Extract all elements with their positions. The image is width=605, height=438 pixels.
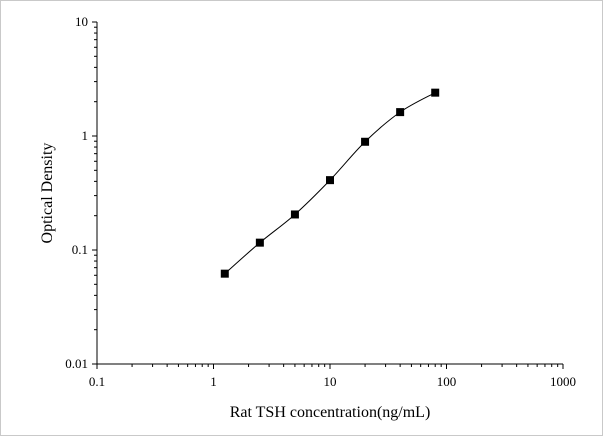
data-point-marker (396, 108, 405, 117)
data-point-marker (326, 176, 334, 185)
y-tick-label: 0.01 (65, 356, 88, 371)
y-tick-label: 1 (82, 128, 89, 143)
series (220, 88, 440, 278)
x-tick-label: 100 (437, 374, 457, 389)
y-tick-label: 10 (75, 14, 88, 29)
data-point-marker (255, 238, 264, 247)
data-point-marker (431, 88, 440, 97)
x-tick-label: 0.1 (89, 374, 105, 389)
x-tick-label: 1 (210, 374, 217, 389)
x-axis-title: Rat TSH concentration(ng/mL) (230, 404, 431, 421)
data-point-marker (220, 269, 229, 278)
x-tick-label: 10 (324, 374, 337, 389)
data-point-marker (361, 137, 370, 146)
axes (96, 22, 563, 365)
x-tick-label: 1000 (550, 374, 576, 389)
data-point-marker (290, 210, 299, 219)
y-tick-label: 0.1 (72, 242, 88, 257)
y-axis-title: Optical Density (39, 143, 56, 244)
